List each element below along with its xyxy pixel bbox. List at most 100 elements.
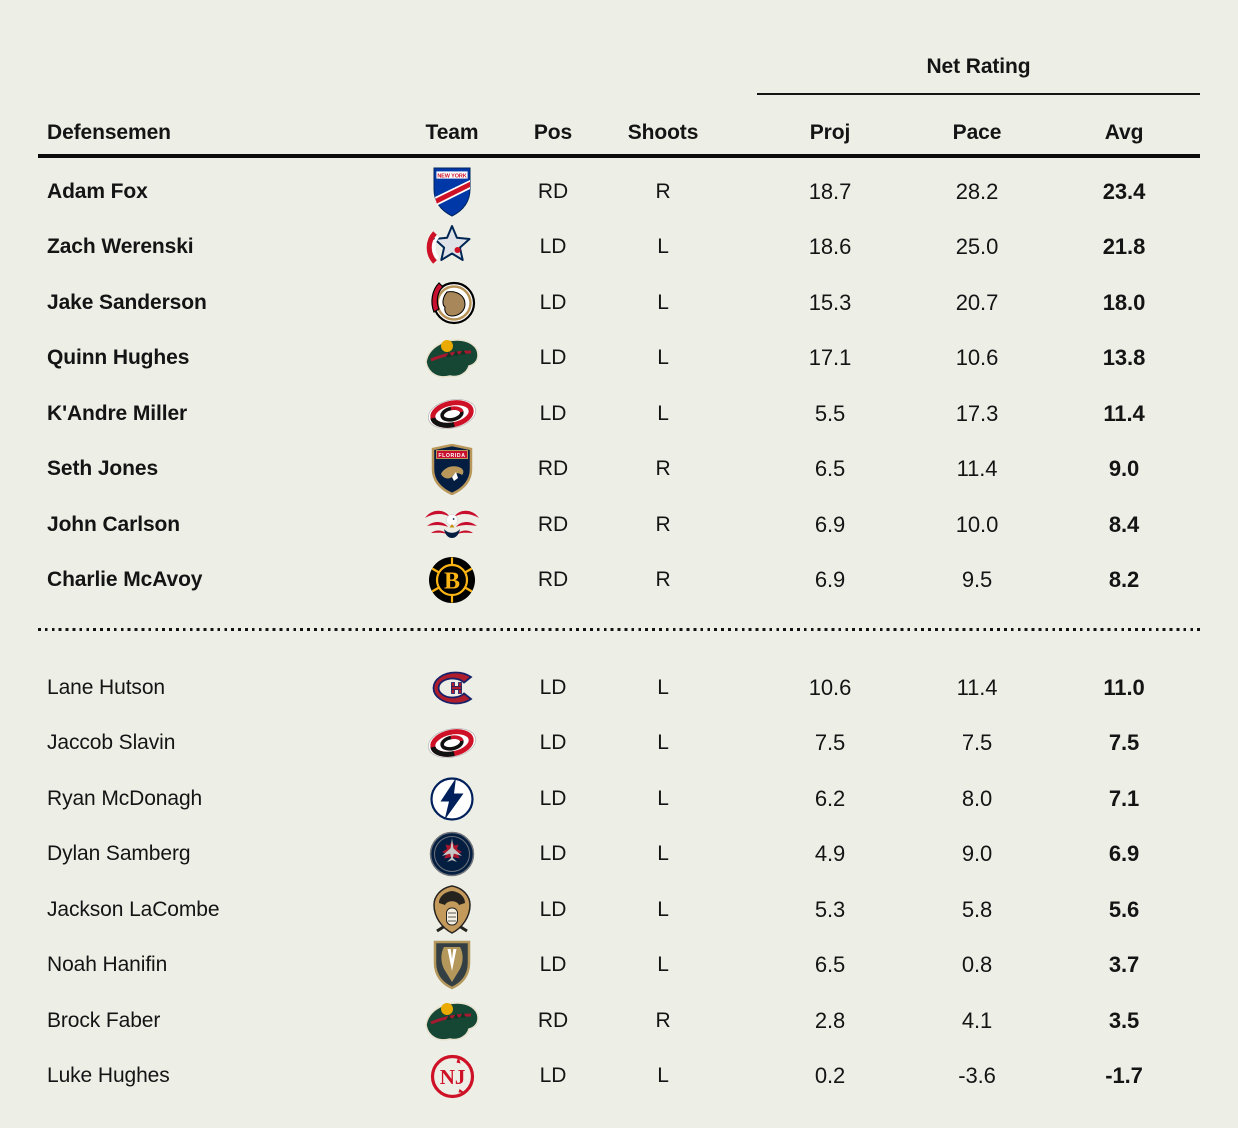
table-row: John Carlson RD R 6.9 10.0 8.4 — [38, 497, 1200, 553]
svg-text:B: B — [444, 569, 460, 595]
dotted-divider — [38, 628, 1200, 631]
shoots: R — [655, 1008, 671, 1032]
table-row: K'Andre Miller LD L 5.5 17.3 11.4 — [38, 386, 1200, 442]
proj-value: 10.6 — [808, 674, 852, 700]
position: RD — [537, 568, 569, 592]
shoots: R — [655, 568, 671, 592]
proj-value: 6.5 — [814, 456, 846, 482]
avg-value: 11.0 — [1103, 674, 1145, 700]
position: RD — [537, 179, 569, 203]
logo-ott-icon — [431, 281, 476, 324]
team-logo — [390, 775, 514, 823]
position: LD — [539, 842, 567, 866]
logo-nyr-icon: NEW YORK — [433, 167, 471, 217]
shoots: L — [657, 953, 669, 977]
team-logo — [390, 670, 514, 706]
shoots: R — [655, 179, 671, 203]
table-row: Charlie McAvoy B RD R 6.9 9.5 8.2 — [38, 553, 1200, 609]
proj-value: 5.5 — [814, 400, 846, 426]
position: LD — [539, 675, 567, 699]
shoots: R — [655, 457, 671, 481]
avg-value: 6.9 — [1108, 841, 1140, 867]
shoots: L — [657, 731, 669, 755]
table-row: Ryan McDonagh LD L 6.2 8.0 7.1 — [38, 771, 1200, 827]
proj-value: 6.2 — [814, 785, 846, 811]
avg-value: 21.8 — [1102, 234, 1146, 260]
team-logo — [390, 278, 514, 328]
pace-value: 28.2 — [955, 178, 999, 204]
net-rating-group: Net Rating — [757, 0, 1200, 95]
pace-value: 8.0 — [961, 785, 993, 811]
player-name: Jake Sanderson — [47, 290, 207, 314]
avg-value: 3.5 — [1108, 1007, 1140, 1033]
stats-table: Net Rating Defensemen Team Pos Shoots Pr… — [38, 0, 1200, 1104]
avg-value: 8.2 — [1108, 567, 1140, 593]
position: RD — [537, 512, 569, 536]
shoots: L — [657, 290, 669, 314]
pace-value: 9.0 — [961, 841, 993, 867]
shoots: L — [657, 786, 669, 810]
table-row: Adam Fox NEW YORK RD R 18.7 28.2 23.4 — [38, 164, 1200, 220]
player-name: Quinn Hughes — [47, 346, 190, 370]
team-logo — [390, 940, 514, 990]
table-row: Jaccob Slavin LD L 7.5 7.5 7.5 — [38, 716, 1200, 772]
player-name: Brock Faber — [47, 1008, 161, 1032]
pace-value: 5.8 — [961, 896, 993, 922]
pace-value: 4.1 — [961, 1007, 993, 1033]
top-players-section: Adam Fox NEW YORK RD R 18.7 28.2 23.4 Za… — [38, 164, 1200, 608]
logo-car-icon — [427, 728, 477, 759]
proj-value: 6.9 — [814, 511, 846, 537]
player-name: Charlie McAvoy — [47, 568, 203, 592]
position: LD — [539, 290, 567, 314]
table-row: Quinn Hughes LD L 17.1 10.6 13.8 — [38, 331, 1200, 387]
pace-value: 0.8 — [961, 952, 993, 978]
team-logo — [390, 884, 514, 936]
proj-value: 0.2 — [814, 1063, 846, 1089]
logo-wpg-icon — [429, 832, 475, 877]
team-logo — [390, 503, 514, 547]
team-logo: B — [390, 555, 514, 605]
logo-min-icon — [425, 1001, 479, 1041]
logo-njd-icon: NJ — [430, 1054, 474, 1098]
logo-bos-icon: B — [429, 557, 475, 604]
player-name: K'Andre Miller — [47, 401, 188, 425]
pace-value: 7.5 — [961, 730, 993, 756]
player-name: Noah Hanifin — [47, 953, 168, 977]
header-pace: Pace — [952, 121, 1002, 144]
shoots: L — [657, 235, 669, 259]
logo-ana-icon — [433, 884, 471, 934]
avg-value: -1.7 — [1105, 1063, 1143, 1089]
proj-value: 6.5 — [814, 952, 846, 978]
proj-value: 5.3 — [814, 896, 846, 922]
avg-value: 18.0 — [1102, 289, 1146, 315]
logo-car-icon — [427, 398, 477, 429]
player-name: Jackson LaCombe — [47, 897, 220, 921]
svg-text:FLORIDA: FLORIDA — [438, 453, 465, 459]
player-name: Ryan McDonagh — [47, 786, 203, 810]
avg-value: 11.4 — [1103, 400, 1145, 426]
table-row: Zach Werenski LD L 18.6 25.0 21.8 — [38, 220, 1200, 276]
position: LD — [539, 786, 567, 810]
team-logo — [390, 724, 514, 762]
position: LD — [539, 953, 567, 977]
position: LD — [539, 1064, 567, 1088]
team-logo — [390, 224, 514, 270]
logo-fla-icon: FLORIDA — [431, 443, 473, 495]
player-name: Luke Hughes — [47, 1064, 170, 1088]
shoots: L — [657, 346, 669, 370]
logo-cbj-icon — [426, 225, 471, 264]
team-logo — [390, 999, 514, 1043]
header-avg: Avg — [1104, 121, 1144, 144]
shoots: L — [657, 401, 669, 425]
table-row: Dylan Samberg LD L 4.9 9.0 6.9 — [38, 827, 1200, 883]
proj-value: 17.1 — [808, 345, 852, 371]
table-row: Jackson LaCombe LD L 5.3 5.8 5.6 — [38, 882, 1200, 938]
svg-text:NEW YORK: NEW YORK — [437, 173, 466, 179]
pace-value: 17.3 — [955, 400, 999, 426]
logo-wsh-icon — [425, 510, 479, 538]
proj-value: 6.9 — [814, 567, 846, 593]
position: LD — [539, 401, 567, 425]
table-row: Seth Jones FLORIDA RD R 6.5 11.4 9.0 — [38, 442, 1200, 498]
avg-value: 13.8 — [1102, 345, 1146, 371]
table-row: Jake Sanderson LD L 15.3 20.7 18.0 — [38, 275, 1200, 331]
